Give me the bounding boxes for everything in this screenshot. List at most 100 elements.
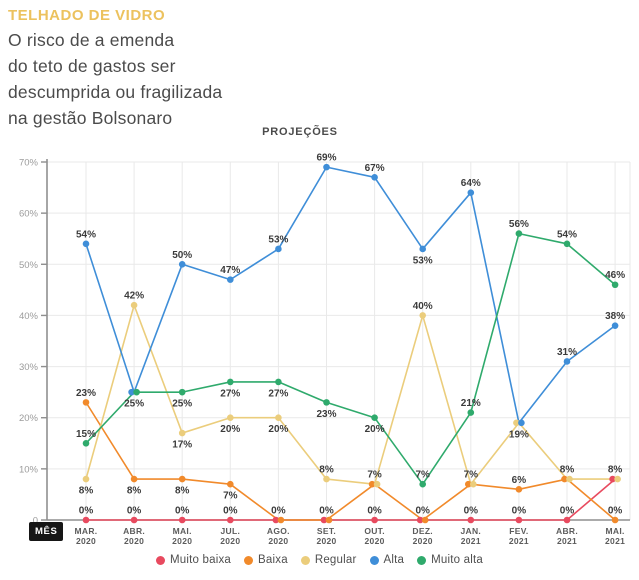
data-label: 0%: [175, 506, 190, 517]
month-label: MAR.: [75, 526, 98, 536]
data-point-muito-alta[interactable]: [82, 439, 90, 447]
data-point-muito-baixa[interactable]: [467, 516, 475, 524]
data-label: 25%: [124, 399, 144, 410]
month-label: JUL.: [220, 526, 240, 536]
chart-title: PROJEÇÕES: [262, 126, 338, 138]
data-point-muito-alta[interactable]: [515, 230, 523, 237]
data-point-regular[interactable]: [373, 480, 381, 488]
data-label: 40%: [413, 301, 433, 312]
data-point-muito-alta[interactable]: [275, 378, 282, 386]
data-point-baixa[interactable]: [82, 399, 90, 406]
y-tick-label: 20%: [19, 413, 39, 424]
data-label: 0%: [560, 506, 575, 517]
data-point-alta[interactable]: [518, 419, 525, 427]
data-point-muito-alta[interactable]: [467, 409, 475, 416]
month-year-label: 2021: [605, 536, 625, 546]
data-point-alta[interactable]: [323, 163, 330, 171]
month-year-label: 2021: [461, 536, 481, 546]
data-point-regular[interactable]: [566, 475, 573, 483]
data-point-muito-alta[interactable]: [178, 388, 186, 396]
data-point-muito-baixa[interactable]: [371, 516, 378, 524]
legend-label: Baixa: [258, 554, 288, 566]
data-point-muito-baixa[interactable]: [178, 516, 186, 524]
month-label: FEV.: [509, 526, 528, 536]
data-point-regular[interactable]: [419, 312, 427, 319]
legend-dot-icon: [300, 555, 310, 565]
data-point-alta[interactable]: [371, 174, 378, 181]
month-year-label: 2020: [220, 536, 240, 546]
data-point-muito-baixa[interactable]: [320, 516, 328, 524]
data-point-regular[interactable]: [513, 419, 520, 427]
data-label: 54%: [76, 229, 96, 240]
data-point-alta[interactable]: [178, 260, 186, 268]
data-label: 7%: [223, 491, 238, 502]
data-point-baixa[interactable]: [227, 480, 234, 488]
data-point-baixa[interactable]: [178, 475, 186, 483]
data-point-baixa[interactable]: [421, 516, 429, 524]
data-label: 20%: [268, 424, 288, 435]
data-label: 6%: [512, 475, 527, 486]
data-label: 19%: [509, 429, 529, 440]
data-point-regular[interactable]: [614, 475, 621, 483]
data-label: 38%: [605, 311, 625, 322]
data-point-muito-alta[interactable]: [227, 378, 234, 386]
data-point-alta[interactable]: [82, 240, 90, 248]
legend-item-baixa[interactable]: Baixa: [244, 554, 288, 566]
data-point-muito-baixa[interactable]: [82, 516, 90, 524]
data-point-baixa[interactable]: [515, 486, 523, 493]
data-point-baixa[interactable]: [611, 516, 619, 524]
data-point-baixa[interactable]: [325, 516, 333, 524]
legend-label: Muito alta: [431, 554, 483, 566]
data-point-muito-baixa[interactable]: [416, 516, 424, 524]
data-point-alta[interactable]: [227, 276, 234, 283]
data-point-alta[interactable]: [563, 358, 571, 365]
data-point-alta[interactable]: [467, 189, 475, 196]
month-label: AGO.: [267, 526, 290, 536]
legend-label: Regular: [314, 554, 357, 566]
month-label: MAI.: [173, 526, 192, 536]
data-point-muito-baixa[interactable]: [515, 516, 523, 524]
data-point-muito-alta[interactable]: [419, 480, 427, 488]
data-point-baixa[interactable]: [130, 475, 138, 483]
data-point-baixa[interactable]: [368, 480, 376, 488]
y-tick-label: 50%: [19, 260, 39, 271]
data-point-regular[interactable]: [178, 429, 186, 437]
legend-dot-icon: [417, 555, 427, 565]
y-tick-label: 10%: [19, 464, 39, 475]
legend-item-regular[interactable]: Regular: [300, 554, 357, 566]
data-point-muito-baixa[interactable]: [563, 516, 571, 524]
data-point-regular[interactable]: [82, 475, 90, 483]
data-point-muito-baixa[interactable]: [272, 516, 280, 524]
month-year-label: 2020: [124, 536, 144, 546]
data-label: 53%: [413, 255, 433, 266]
data-label: 15%: [76, 429, 96, 440]
data-label: 8%: [127, 486, 142, 497]
data-point-muito-alta[interactable]: [323, 399, 330, 406]
data-point-alta[interactable]: [128, 388, 135, 396]
data-point-muito-alta[interactable]: [563, 240, 571, 248]
month-label: MAI.: [606, 526, 625, 536]
legend-item-muito-alta[interactable]: Muito alta: [417, 554, 483, 566]
data-point-baixa[interactable]: [561, 475, 568, 483]
data-point-muito-baixa[interactable]: [609, 475, 616, 483]
data-point-alta[interactable]: [275, 245, 282, 253]
data-point-muito-alta[interactable]: [371, 414, 378, 422]
data-point-muito-alta[interactable]: [133, 388, 140, 396]
data-point-regular[interactable]: [470, 480, 477, 488]
y-tick-label: 30%: [19, 362, 39, 373]
legend-item-muito-baixa[interactable]: Muito baixa: [156, 554, 231, 566]
chart-legend: Muito baixa Baixa Regular Alta Muito alta: [0, 554, 639, 566]
data-label: 7%: [464, 470, 479, 481]
data-point-alta[interactable]: [611, 322, 619, 329]
legend-item-alta[interactable]: Alta: [369, 554, 405, 566]
data-point-regular[interactable]: [275, 414, 282, 422]
data-point-regular[interactable]: [323, 475, 330, 483]
data-point-alta[interactable]: [419, 245, 427, 253]
data-point-regular[interactable]: [130, 301, 138, 309]
data-point-regular[interactable]: [227, 414, 234, 422]
data-point-muito-baixa[interactable]: [130, 516, 138, 524]
data-point-muito-alta[interactable]: [611, 281, 619, 289]
data-point-muito-baixa[interactable]: [227, 516, 234, 524]
data-point-baixa[interactable]: [277, 516, 285, 524]
data-point-baixa[interactable]: [465, 480, 472, 488]
